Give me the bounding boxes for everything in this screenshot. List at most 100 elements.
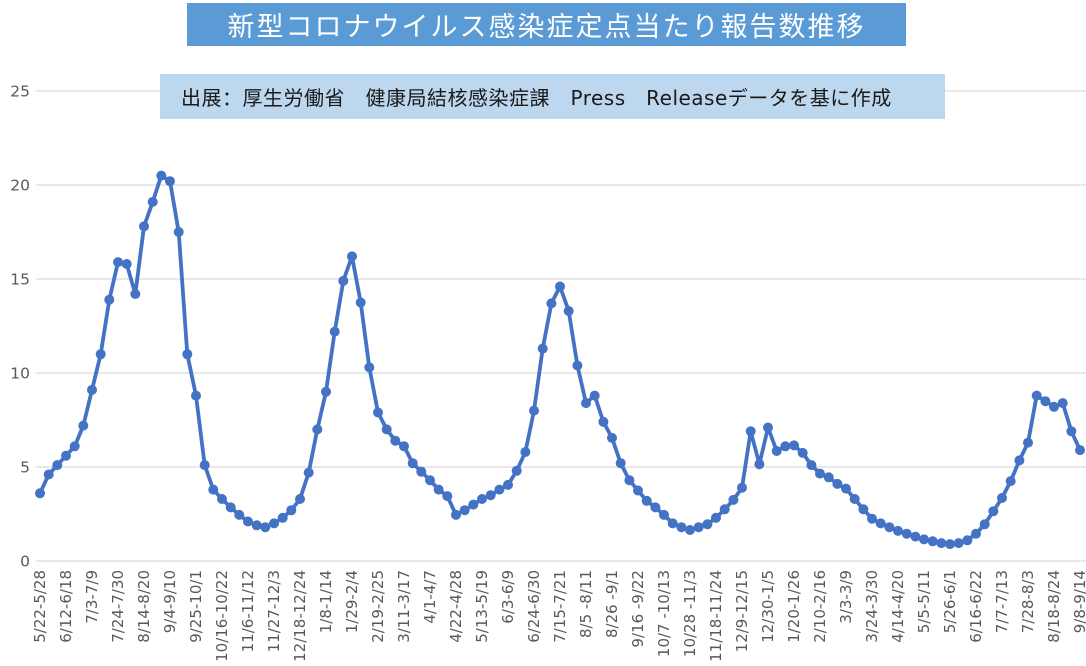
data-point-marker [468, 499, 479, 510]
x-axis-tick-label: 5/22-5/28 [31, 570, 49, 643]
data-point-marker [503, 479, 513, 490]
data-point-marker [156, 170, 167, 181]
data-point-marker [87, 384, 97, 395]
data-point-marker [191, 390, 201, 401]
data-point-marker [364, 362, 375, 373]
data-point-marker [555, 281, 565, 292]
data-point-marker [884, 522, 895, 533]
data-point-marker [217, 494, 227, 504]
data-point-marker [147, 196, 158, 207]
data-point-marker [685, 525, 695, 535]
x-axis-tick-label: 5/13-5/19 [473, 570, 491, 643]
data-point-marker [373, 407, 383, 418]
data-point-marker [581, 398, 591, 409]
data-point-marker [347, 251, 357, 262]
x-axis-tick-label: 4/14-4/20 [889, 570, 907, 643]
data-point-marker [225, 502, 236, 513]
data-point-marker [607, 432, 617, 443]
data-point-marker [962, 535, 973, 546]
x-axis-tick-label: 9/8-9/14 [1071, 570, 1086, 633]
data-point-marker [693, 522, 704, 533]
data-point-marker [797, 447, 808, 458]
y-axis-tick-label: 10 [10, 365, 30, 383]
data-point-marker [433, 484, 444, 495]
data-point-marker [598, 416, 609, 427]
x-axis-tick-label: 10/16-10/22 [213, 570, 231, 662]
x-axis-tick-label: 7/24-7/30 [109, 570, 127, 643]
data-point-marker [459, 505, 470, 516]
data-point-marker [338, 275, 349, 286]
data-point-marker [407, 458, 418, 469]
x-axis-tick-label: 8/5 -8/11 [577, 570, 595, 638]
y-axis-tick-label: 0 [20, 553, 30, 571]
data-point-marker [1040, 396, 1051, 407]
data-point-marker [1057, 398, 1068, 409]
data-point-marker [35, 488, 45, 499]
data-point-marker [641, 495, 652, 506]
data-point-marker [303, 467, 314, 478]
data-point-marker [624, 475, 635, 486]
data-point-marker [1005, 476, 1016, 487]
x-axis-tick-label: 8/14-8/20 [135, 570, 153, 643]
data-point-marker [841, 483, 851, 494]
x-axis-tick-label: 10/7 -10/13 [655, 570, 673, 657]
data-point-marker [173, 227, 184, 237]
data-point-marker [589, 390, 600, 401]
x-axis-tick-label: 7/3-7/9 [83, 570, 101, 624]
data-point-marker [182, 349, 193, 360]
data-point-marker [936, 538, 947, 549]
data-point-marker [43, 469, 54, 480]
x-axis-tick-label: 12/9-12/15 [733, 570, 751, 652]
x-axis-tick-label: 6/12-6/18 [57, 570, 75, 643]
data-point-marker [451, 509, 461, 520]
data-point-marker [399, 441, 409, 452]
data-point-marker [789, 440, 799, 451]
x-axis-tick-label: 12/30-1/5 [759, 570, 777, 643]
x-axis-tick-label: 7/7-7/13 [993, 570, 1011, 633]
data-point-marker [1066, 426, 1077, 437]
data-point-marker [919, 534, 929, 545]
data-point-marker [234, 509, 245, 520]
data-point-marker [355, 297, 366, 308]
data-point-marker [78, 420, 89, 431]
x-axis-tick-label: 5/26-6/1 [941, 570, 959, 633]
data-point-marker [867, 513, 877, 524]
data-point-marker [667, 518, 678, 529]
x-axis-tick-label: 2/19-2/25 [369, 570, 387, 643]
x-axis-tick-label: 3/24-3/30 [863, 570, 881, 643]
data-point-marker [121, 259, 132, 269]
x-axis-tick-label: 8/26 -9/1 [603, 570, 621, 638]
x-axis-tick-label: 6/16-6/22 [967, 570, 985, 643]
data-point-marker [806, 460, 817, 471]
data-series-layer [35, 170, 1085, 550]
gridlines-layer [36, 90, 1086, 562]
data-point-marker [251, 520, 262, 531]
data-point-marker [61, 450, 71, 461]
data-point-marker [875, 518, 886, 529]
x-axis-tick-label: 4/1-4/7 [421, 570, 439, 624]
data-point-marker [69, 441, 80, 452]
data-point-marker [754, 459, 765, 470]
data-point-marker [971, 528, 981, 539]
x-axis-tick-label: 2/10-2/16 [811, 570, 829, 643]
y-axis-tick-label: 20 [10, 177, 30, 195]
data-point-marker [927, 536, 938, 547]
x-axis-tick-label: 6/24-6/30 [525, 570, 543, 643]
data-point-marker [1075, 445, 1085, 456]
x-axis-tick-label: 11/27-12/3 [265, 570, 283, 652]
data-point-marker [139, 221, 149, 232]
x-axis-tick-label: 9/16 -9/22 [629, 570, 647, 648]
x-axis-tick-label: 7/28-8/3 [1019, 570, 1037, 633]
data-point-marker [1023, 437, 1033, 448]
data-point-marker [719, 504, 730, 515]
data-point-marker [676, 522, 687, 533]
data-point-marker [381, 424, 392, 435]
data-point-marker [295, 494, 305, 504]
data-point-marker [615, 458, 626, 469]
data-point-marker [260, 522, 271, 533]
data-point-marker [572, 360, 583, 371]
data-point-marker [425, 475, 435, 486]
data-point-marker [702, 519, 713, 530]
x-axis-tick-label: 11/6-11/12 [239, 570, 257, 652]
